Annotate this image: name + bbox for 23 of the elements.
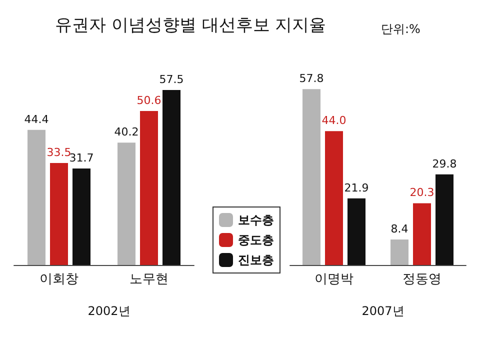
x-tick-label: 노무현 (130, 272, 168, 287)
data-label: 50.6 (136, 94, 162, 108)
data-label: 29.8 (432, 157, 457, 170)
x-tick-label: 이회창 (40, 272, 78, 287)
data-label: 31.7 (69, 152, 94, 165)
x-tick-label: 이명박 (314, 272, 354, 287)
text: 2002년 (88, 304, 130, 318)
data-label: 33.5 (46, 146, 72, 160)
text: 2007년 (362, 304, 404, 318)
data-label: 57.5 (159, 73, 184, 86)
data-label: 20.3 (410, 186, 434, 200)
data-label: 44.4 (24, 112, 49, 126)
data-label: 8.4 (390, 222, 408, 236)
data-label: 40.2 (114, 126, 139, 139)
data-label: 44.0 (322, 114, 346, 128)
chart-subtitle: 단위:% (381, 22, 420, 36)
chart-title: 유권자 이념성향별 대선후보 지지율 (55, 16, 326, 36)
data-label: 57.8 (299, 72, 324, 86)
legend-label: 진보층 (238, 253, 274, 267)
legend-label: 보수층 (238, 213, 274, 227)
data-label: 21.9 (344, 181, 369, 194)
legend-label: 중도층 (238, 233, 274, 247)
x-tick-label: 정동영 (402, 272, 442, 287)
